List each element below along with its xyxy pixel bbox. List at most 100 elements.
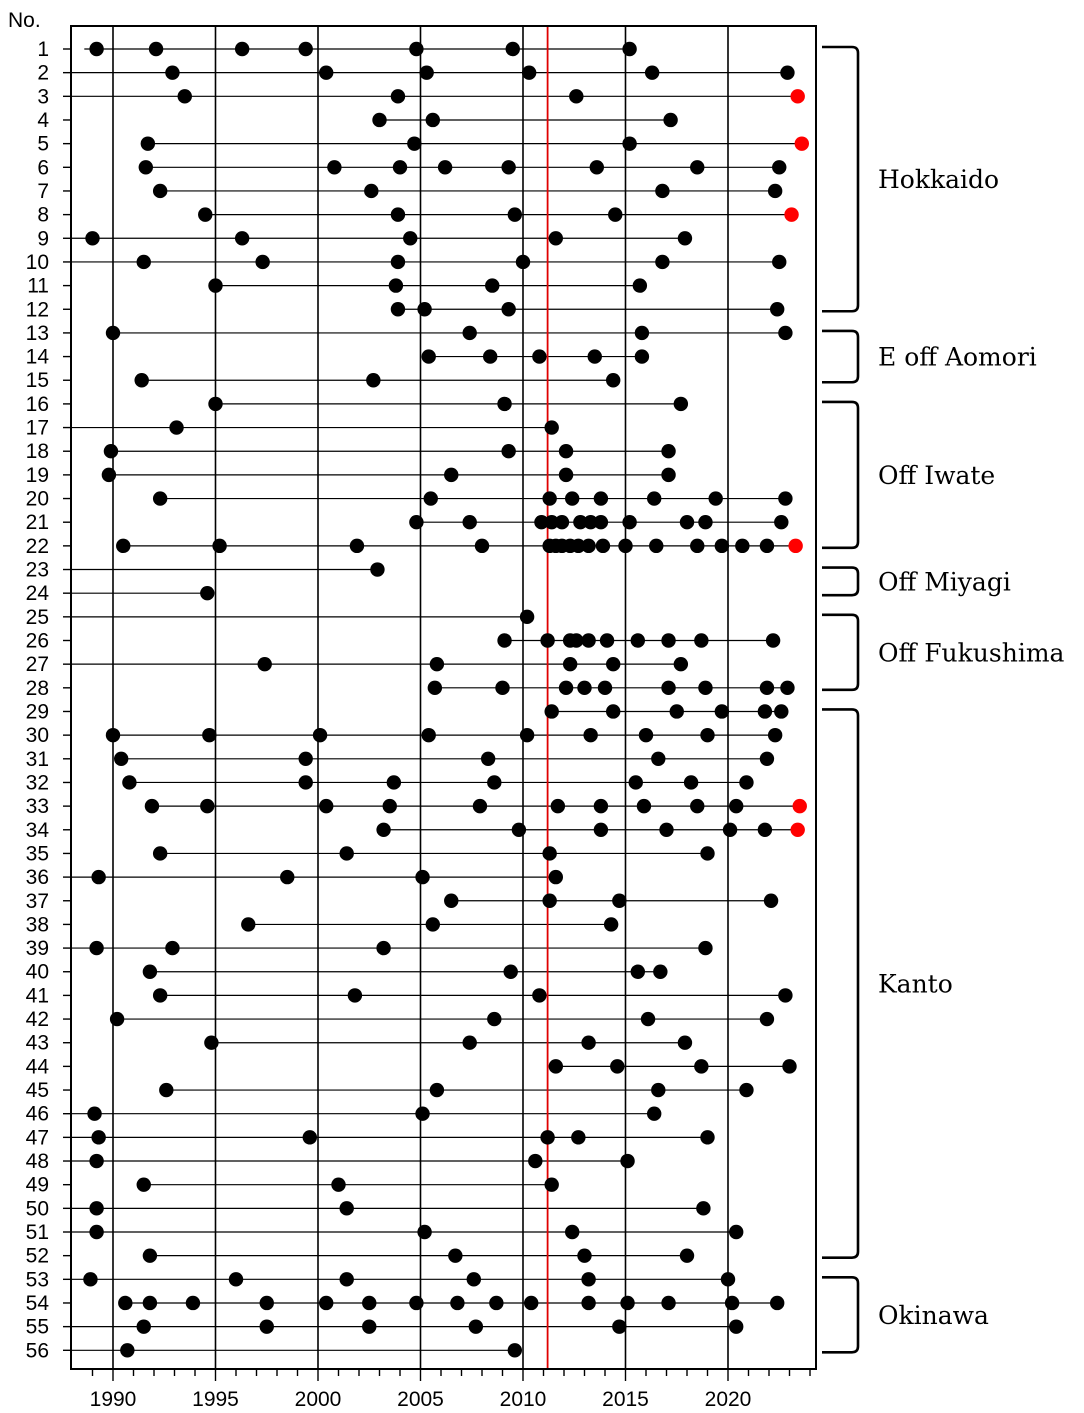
- row-label: 15: [26, 369, 49, 392]
- event-point: [544, 704, 559, 719]
- event-point: [571, 538, 586, 554]
- event-point: [382, 798, 397, 814]
- event-point: [101, 467, 117, 483]
- event-point: [136, 254, 151, 270]
- event-point: [653, 964, 668, 979]
- event-point: [583, 515, 598, 530]
- event-point: [770, 302, 785, 317]
- event-point: [489, 1295, 504, 1311]
- row-label: 56: [26, 1339, 49, 1362]
- event-point: [148, 41, 164, 57]
- event-point: [103, 444, 119, 459]
- event-point: [593, 798, 609, 814]
- event-point: [700, 846, 715, 861]
- event-point: [89, 1201, 104, 1216]
- event-point: [696, 1201, 711, 1216]
- event-point: [772, 160, 787, 175]
- row-label: 21: [26, 511, 49, 534]
- event-point: [603, 917, 619, 932]
- event-point: [573, 515, 588, 530]
- event-point: [651, 1082, 666, 1098]
- event-point: [255, 254, 270, 270]
- event-point: [608, 207, 623, 222]
- row-label: 54: [26, 1292, 50, 1315]
- row-label: 42: [26, 1008, 49, 1031]
- event-point: [487, 1011, 502, 1027]
- region-bracket: [822, 566, 860, 597]
- event-point: [89, 1224, 104, 1240]
- row-label: 5: [37, 133, 49, 156]
- event-point: [651, 751, 666, 766]
- event-point: [700, 1130, 715, 1145]
- row-label: 47: [26, 1126, 49, 1149]
- event-point: [780, 680, 795, 696]
- event-point: [241, 917, 256, 932]
- event-point: [770, 1295, 785, 1311]
- event-point: [524, 1295, 539, 1311]
- event-point: [487, 775, 502, 790]
- event-point: [302, 1130, 317, 1145]
- event-point: [622, 515, 637, 530]
- event-point: [589, 160, 604, 175]
- event-point: [427, 680, 443, 696]
- event-point: [89, 1153, 104, 1169]
- event-point: [683, 775, 699, 790]
- event-point: [501, 302, 516, 317]
- row-label: 8: [37, 204, 49, 227]
- x-tick-label: 1995: [192, 1388, 239, 1411]
- event-point: [581, 633, 596, 648]
- event-point: [661, 633, 676, 648]
- event-point: [558, 680, 574, 696]
- event-point: [542, 491, 557, 506]
- event-point: [349, 538, 365, 554]
- event-point: [507, 1343, 522, 1358]
- event-point: [142, 1248, 158, 1263]
- event-point: [612, 1319, 627, 1334]
- event-point: [437, 160, 453, 175]
- event-point: [421, 727, 436, 743]
- event-point: [83, 1272, 98, 1287]
- event-point: [581, 1035, 596, 1050]
- row-label: 7: [37, 180, 49, 203]
- event-point: [409, 41, 424, 57]
- event-point: [105, 325, 121, 341]
- event-point: [778, 988, 793, 1003]
- event-point: [583, 727, 598, 743]
- event-point: [202, 727, 217, 743]
- row-label: 31: [26, 748, 49, 771]
- event-point: [655, 254, 670, 270]
- event-point: [87, 1106, 102, 1121]
- region-label: Kanto: [878, 970, 953, 999]
- x-tick-label: 2005: [397, 1388, 444, 1411]
- event-point: [448, 1248, 463, 1263]
- event-point: [429, 656, 445, 672]
- event-point: [497, 633, 512, 648]
- event-point: [462, 1035, 477, 1050]
- event-point: [677, 231, 693, 246]
- event-point: [528, 1153, 543, 1169]
- event-point: [105, 727, 121, 743]
- event-point: [778, 325, 793, 341]
- event-point: [376, 822, 391, 837]
- event-point: [429, 1082, 445, 1098]
- event-point: [425, 112, 440, 128]
- event-point: [636, 798, 652, 814]
- event-point: [144, 798, 160, 814]
- event-point: [200, 798, 215, 814]
- event-point: [390, 207, 406, 222]
- grid-layer: [112, 26, 729, 1369]
- event-point: [558, 444, 574, 459]
- region-bracket: [822, 329, 860, 384]
- event-point: [466, 1272, 481, 1287]
- event-point: [485, 278, 500, 293]
- event-point: [550, 798, 566, 814]
- event-point: [772, 254, 787, 270]
- event-point: [630, 964, 645, 979]
- event-point: [593, 822, 609, 837]
- event-point: [136, 1319, 151, 1334]
- event-point: [735, 538, 750, 554]
- event-point: [774, 704, 789, 719]
- event-point: [474, 538, 490, 554]
- event-point: [571, 1130, 586, 1145]
